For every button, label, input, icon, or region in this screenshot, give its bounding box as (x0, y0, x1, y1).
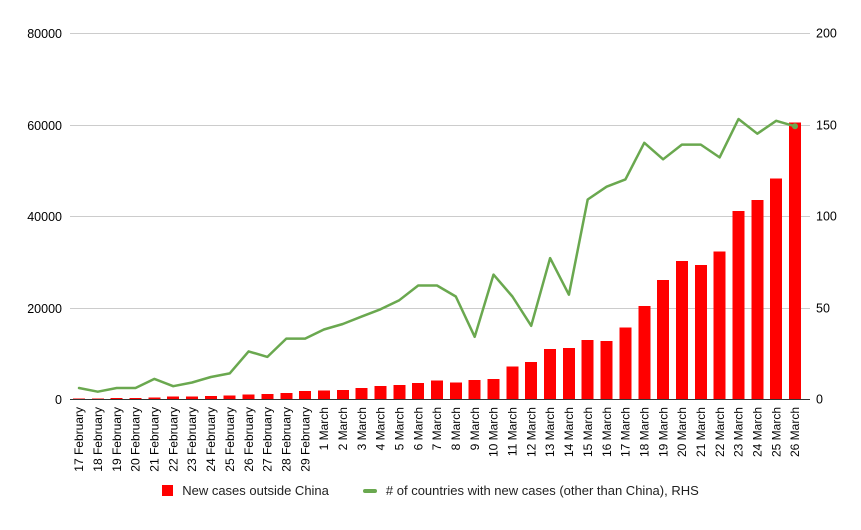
x-axis-tick-label: 13 March (543, 407, 557, 457)
bar-new-cases (261, 394, 274, 399)
x-axis-tick-label: 7 March (430, 407, 444, 450)
bar-new-cases (299, 391, 312, 399)
chart-legend: New cases outside China # of countries w… (0, 483, 861, 498)
bar-new-cases (167, 396, 180, 399)
bar-new-cases (525, 361, 538, 399)
right-axis-tick-label: 150 (816, 119, 837, 133)
x-axis-tick-label: 24 March (751, 407, 765, 457)
x-axis-tick-label: 14 March (562, 407, 576, 457)
x-axis-tick-label: 20 February (129, 407, 143, 472)
x-axis-tick-label: 9 March (468, 407, 482, 450)
bar-new-cases (431, 380, 443, 399)
bar-new-cases (336, 389, 349, 399)
x-axis-tick-label: 3 March (355, 407, 369, 450)
x-axis-tick-label: 21 March (694, 407, 708, 457)
x-axis-tick-label: 6 March (411, 407, 425, 450)
bar-new-cases (619, 327, 632, 399)
bar-new-cases (675, 260, 688, 399)
x-axis-tick-label: 8 March (449, 407, 463, 450)
x-axis-tick-label: 11 March (506, 407, 520, 456)
x-axis-tick-label: 18 March (637, 407, 651, 457)
countries-line (77, 117, 797, 393)
x-axis-tick-label: 22 February (166, 407, 180, 472)
x-axis-tick-label: 25 March (769, 407, 783, 457)
x-axis-tick-label: 16 March (600, 407, 614, 457)
x-axis-tick-label: 18 February (91, 407, 105, 472)
bar-new-cases (242, 394, 255, 399)
left-axis-tick-label: 60000 (27, 119, 62, 133)
combo-chart: 0 0 20000 50 40000 100 60000 150 80000 200 17 Febr… (27, 27, 837, 472)
bar-new-cases (751, 200, 764, 399)
x-axis-tick-label: 26 March (788, 407, 802, 457)
bar-new-cases (129, 397, 142, 399)
bar-new-cases (789, 122, 801, 399)
x-axis-tick-label: 21 February (148, 407, 162, 472)
x-axis-tick-label: 4 March (374, 407, 388, 450)
x-axis-tick-label: 2 March (336, 407, 350, 450)
x-axis-tick-label: 12 March (524, 407, 538, 457)
x-axis-tick-label: 23 March (732, 407, 746, 457)
bar-new-cases (713, 251, 726, 399)
bar-new-cases (770, 178, 783, 399)
bar-new-cases (91, 398, 104, 399)
left-axis-tick-label: 20000 (27, 302, 62, 316)
bar-new-cases (487, 378, 500, 399)
x-axis-tick-label: 27 February (261, 407, 275, 472)
bar-new-cases (544, 349, 557, 399)
bar-new-cases (148, 397, 161, 399)
x-axis-tick-label: 17 February (72, 407, 86, 472)
bar-new-cases (280, 393, 293, 399)
bar-new-cases (73, 398, 85, 399)
bar-new-cases (412, 383, 425, 399)
bar-new-cases (694, 265, 707, 399)
right-axis-tick-label: 100 (816, 210, 837, 224)
bar-new-cases (110, 398, 123, 399)
bar-new-cases (186, 396, 199, 399)
right-axis-tick-label: 50 (816, 302, 830, 316)
x-axis-tick-label: 29 February (298, 407, 312, 472)
x-axis-tick-label: 28 February (279, 407, 293, 472)
left-axis-tick-label: 0 (55, 393, 62, 407)
green-dash-swatch (362, 488, 377, 493)
bar-new-cases (468, 380, 481, 399)
bar-new-cases (657, 280, 670, 399)
bar-new-cases (223, 395, 236, 399)
x-axis-tick-label: 19 February (110, 407, 124, 472)
bar-new-cases (317, 390, 330, 399)
legend-item-countries: # of countries with new cases (other tha… (362, 483, 699, 498)
bar-new-cases (393, 384, 406, 399)
bar-new-cases (374, 386, 387, 399)
x-axis-tick-label: 5 March (393, 407, 407, 450)
x-axis-tick-label: 22 March (713, 407, 727, 457)
x-axis-tick-label: 19 March (656, 407, 670, 457)
bar-new-cases (204, 396, 217, 399)
x-axis-tick-label: 1 March (317, 407, 331, 450)
right-axis-tick-label: 0 (816, 393, 823, 407)
right-axis-tick-label: 200 (816, 27, 837, 41)
red-square-swatch (162, 485, 174, 496)
legend-item-new-cases: New cases outside China (162, 483, 329, 498)
bar-new-cases (732, 211, 745, 399)
legend-label-new-cases: New cases outside China (182, 483, 329, 498)
line-end-dot (792, 123, 798, 130)
left-axis-tick-label: 80000 (27, 27, 62, 41)
bar-new-cases (449, 382, 462, 399)
x-axis-tick-label: 26 February (242, 407, 256, 472)
bar-new-cases (600, 340, 613, 399)
x-axis-tick-label: 20 March (675, 407, 689, 457)
x-axis-tick-label: 25 February (223, 407, 237, 472)
x-axis-tick-label: 10 March (487, 407, 501, 457)
bar-new-cases (638, 306, 651, 399)
left-axis-tick-label: 40000 (27, 210, 62, 224)
x-axis-tick-label: 24 February (204, 407, 218, 472)
legend-label-countries: # of countries with new cases (other tha… (385, 483, 699, 498)
bar-new-cases (355, 388, 368, 399)
x-axis-tick-label: 15 March (581, 407, 595, 457)
x-axis-tick-label: 23 February (185, 407, 199, 472)
bar-new-cases (581, 340, 594, 399)
bar-new-cases (506, 366, 519, 399)
x-axis-tick-label: 17 March (619, 407, 633, 457)
bar-new-cases (562, 348, 575, 399)
